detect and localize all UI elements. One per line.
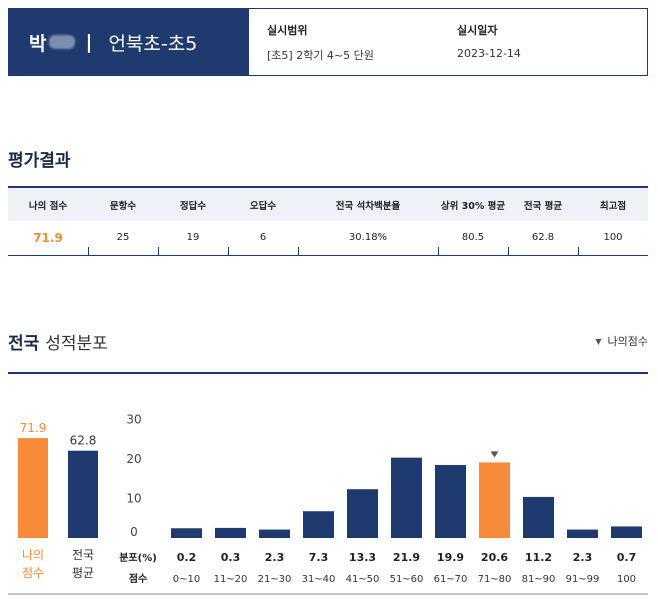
results-title: 평가결과 (8, 151, 71, 171)
value-national-average: 62.8 (508, 221, 578, 256)
distribution-value-label: 21.9 (393, 551, 420, 564)
date-value: 2023-12-14 (457, 47, 521, 60)
distribution-value-label: 2.3 (573, 551, 593, 564)
value-my-score: 71.9 (8, 221, 88, 256)
header-national-average: 전국 평균 (508, 187, 578, 221)
row-label-distribution: 분포(%) (119, 552, 157, 564)
header-top-score: 최고점 (578, 187, 648, 221)
row-label-score: 점수 (129, 573, 147, 585)
value-question-count: 25 (88, 221, 158, 256)
header-national-percentile: 전국 석차백분율 (298, 187, 438, 221)
summary-category-label: 평균 (72, 566, 94, 580)
score-range-label: 81~90 (522, 574, 556, 585)
score-range-label: 41~50 (346, 574, 380, 585)
summary-bar (68, 450, 98, 538)
y-tick-label: 0 (130, 525, 138, 539)
distribution-value-label: 0.3 (221, 551, 241, 564)
redacted-name-mask (49, 35, 76, 49)
distribution-bar (215, 527, 246, 538)
header-top30-average: 상위 30% 평균 (438, 187, 508, 221)
distribution-bar (303, 511, 334, 538)
score-range-label: 31~40 (302, 574, 336, 585)
header-my-score: 나의 점수 (8, 187, 88, 221)
distribution-bar (391, 457, 422, 538)
distribution-bar (479, 462, 510, 538)
score-range-label: 91~99 (566, 574, 600, 585)
distribution-title: 전국 성적분포 (8, 329, 108, 354)
distribution-title-bold: 전국 (8, 334, 40, 354)
student-banner: 박 | 언북초-초5 (9, 9, 249, 75)
distribution-bar (567, 529, 598, 538)
scope-value: [초5] 2학기 4~5 단원 (267, 49, 374, 62)
results-header-row: 나의 점수 문항수 정답수 오답수 전국 석차백분율 상위 30% 평균 전국 … (8, 187, 648, 221)
distribution-value-label: 7.3 (309, 551, 329, 564)
value-top30-average: 80.5 (438, 221, 508, 256)
value-correct-count: 19 (158, 221, 228, 256)
distribution-value-label: 11.2 (525, 551, 552, 564)
y-tick-label: 30 (126, 413, 141, 427)
summary-category-label: 점수 (22, 566, 44, 580)
distribution-value-label: 20.6 (481, 551, 508, 564)
date-label: 실시일자 (457, 24, 498, 37)
my-score-marker-icon (490, 451, 499, 458)
summary-data-label: 62.8 (70, 434, 97, 448)
distribution-bar (435, 464, 466, 538)
score-range-label: 21~30 (258, 574, 292, 585)
value-wrong-count: 6 (228, 221, 298, 256)
report-header: 박 | 언북초-초5 실시범위 [초5] 2학기 4~5 단원 실시일자 202… (8, 8, 648, 76)
section-divider (8, 372, 648, 374)
score-range-label: 100 (617, 574, 636, 585)
distribution-value-label: 0.2 (177, 551, 197, 564)
header-question-count: 문항수 (88, 187, 158, 221)
distribution-bar (347, 489, 378, 538)
header-separator: | (85, 31, 93, 53)
school-class: 언북초-초5 (108, 32, 198, 55)
summary-bar (18, 438, 48, 538)
date-info: 실시일자 2023-12-14 (457, 22, 647, 75)
distribution-bar (259, 529, 290, 538)
y-tick-label: 10 (126, 492, 141, 506)
legend: ▼ 나의점수 (595, 333, 648, 349)
distribution-value-label: 13.3 (349, 551, 376, 564)
legend-label: 나의점수 (607, 335, 648, 348)
value-national-percentile: 30.18% (298, 221, 438, 256)
score-range-label: 61~70 (434, 574, 468, 585)
scope-label: 실시범위 (267, 24, 308, 37)
student-name: 박 (29, 32, 48, 55)
summary-category-label: 나의 (22, 548, 44, 562)
y-tick-label: 20 (126, 452, 141, 466)
score-range-label: 71~80 (478, 574, 512, 585)
header-wrong-count: 오답수 (228, 187, 298, 221)
triangle-down-icon: ▼ (595, 336, 602, 346)
exam-info: 실시범위 [초5] 2학기 4~5 단원 실시일자 2023-12-14 (249, 9, 647, 75)
distribution-value-label: 0.7 (617, 551, 637, 564)
distribution-bar (611, 526, 642, 538)
score-range-label: 11~20 (214, 574, 248, 585)
distribution-bar (171, 528, 202, 538)
distribution-title-light: 성적분포 (45, 334, 108, 354)
value-top-score: 100 (578, 221, 648, 256)
distribution-bar (523, 496, 554, 538)
scope-info: 실시범위 [초5] 2학기 4~5 단원 (267, 22, 457, 75)
results-value-row: 71.9 25 19 6 30.18% 80.5 62.8 100 (8, 221, 648, 256)
summary-category-label: 전국 (72, 548, 94, 562)
summary-data-label: 71.9 (20, 421, 47, 435)
score-range-label: 0~10 (173, 574, 200, 585)
distribution-value-label: 2.3 (265, 551, 285, 564)
score-range-label: 51~60 (390, 574, 424, 585)
header-correct-count: 정답수 (158, 187, 228, 221)
results-table: 나의 점수 문항수 정답수 오답수 전국 석차백분율 상위 30% 평균 전국 … (8, 186, 648, 256)
distribution-value-label: 19.9 (437, 551, 464, 564)
